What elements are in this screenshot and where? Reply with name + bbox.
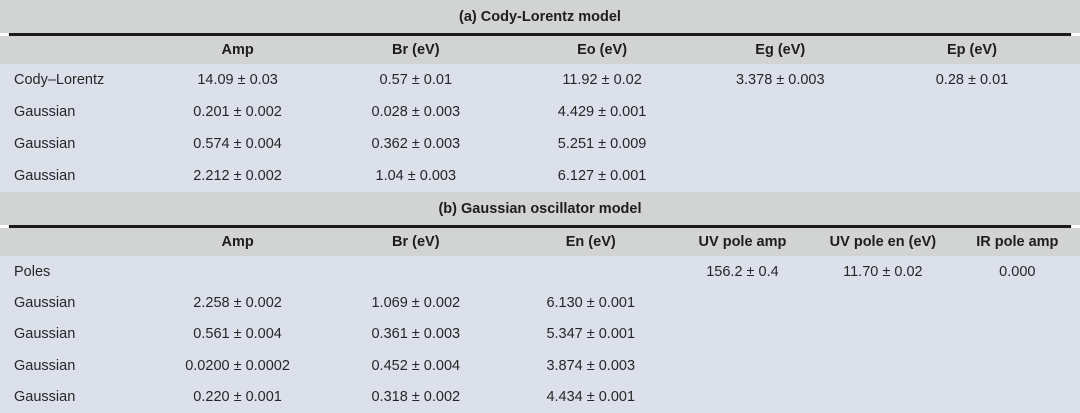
column-header-br: Br (eV) xyxy=(323,36,508,64)
cell xyxy=(696,128,864,160)
section-b-title: (b) Gaussian oscillator model xyxy=(438,200,642,217)
cell xyxy=(954,287,1080,319)
cell: 6.130 ± 0.001 xyxy=(507,287,674,319)
column-header-amp: Amp xyxy=(151,228,324,256)
cell: 1.069 ± 0.002 xyxy=(323,287,508,319)
row-label: Poles xyxy=(0,256,152,288)
cell: 0.0200 ± 0.0002 xyxy=(151,350,324,382)
row-label: Cody–Lorentz xyxy=(0,64,152,96)
cell xyxy=(954,350,1080,382)
row-label: Gaussian xyxy=(0,287,152,319)
row-label: Gaussian xyxy=(0,96,152,128)
cell: 156.2 ± 0.4 xyxy=(673,256,812,288)
column-header-empty xyxy=(0,228,152,256)
cell xyxy=(696,96,864,128)
column-header-eg: Eg (eV) xyxy=(696,36,864,64)
cell: 3.378 ± 0.003 xyxy=(696,64,864,96)
cell: 0.000 xyxy=(954,256,1080,288)
cell: 0.574 ± 0.004 xyxy=(151,128,324,160)
cell: 6.127 ± 0.001 xyxy=(507,160,697,192)
cody-lorentz-table-section: (a) Cody-Lorentz model Amp Br (eV) Eo (e… xyxy=(0,0,1080,192)
column-header-ep: Ep (eV) xyxy=(863,36,1080,64)
cody-lorentz-table: Amp Br (eV) Eo (eV) Eg (eV) Ep (eV) Cody… xyxy=(0,36,1080,192)
column-header-empty xyxy=(0,36,152,64)
cell xyxy=(811,350,955,382)
cell: 14.09 ± 0.03 xyxy=(151,64,324,96)
cell: 2.258 ± 0.002 xyxy=(151,287,324,319)
cell xyxy=(863,128,1080,160)
cell: 0.561 ± 0.004 xyxy=(151,318,324,351)
cell xyxy=(323,256,508,288)
cell: 0.452 ± 0.004 xyxy=(323,350,508,382)
cell: 0.57 ± 0.01 xyxy=(323,64,508,96)
cell: 4.434 ± 0.001 xyxy=(507,381,674,413)
cell: 3.874 ± 0.003 xyxy=(507,350,674,382)
gaussian-oscillator-table: Amp Br (eV) En (eV) UV pole amp UV pole … xyxy=(0,228,1080,413)
cell xyxy=(863,160,1080,192)
column-header-amp: Amp xyxy=(151,36,324,64)
cell: 11.92 ± 0.02 xyxy=(507,64,697,96)
cell: 0.361 ± 0.003 xyxy=(323,318,508,351)
column-header-eo: Eo (eV) xyxy=(507,36,697,64)
gaussian-oscillator-table-section: (b) Gaussian oscillator model Amp Br (eV… xyxy=(0,192,1080,413)
cell: 0.028 ± 0.003 xyxy=(323,96,508,128)
cell xyxy=(673,318,812,351)
section-a-rule xyxy=(9,33,1071,36)
section-a-title: (a) Cody-Lorentz model xyxy=(459,8,621,25)
cell xyxy=(811,318,955,351)
cell xyxy=(811,287,955,319)
column-header-en: En (eV) xyxy=(507,228,674,256)
column-header-br: Br (eV) xyxy=(323,228,508,256)
section-a-title-band: (a) Cody-Lorentz model xyxy=(0,0,1080,33)
cell xyxy=(673,287,812,319)
cell: 5.347 ± 0.001 xyxy=(507,318,674,351)
column-header-ir-pole-amp: IR pole amp xyxy=(954,228,1080,256)
cell xyxy=(954,381,1080,413)
cell: 0.362 ± 0.003 xyxy=(323,128,508,160)
cell: 5.251 ± 0.009 xyxy=(507,128,697,160)
cell xyxy=(151,256,324,288)
cell: 4.429 ± 0.001 xyxy=(507,96,697,128)
cell: 0.318 ± 0.002 xyxy=(323,381,508,413)
cell: 11.70 ± 0.02 xyxy=(811,256,955,288)
cell: 2.212 ± 0.002 xyxy=(151,160,324,192)
section-b-rule xyxy=(9,225,1071,228)
cell: 0.201 ± 0.002 xyxy=(151,96,324,128)
row-label: Gaussian xyxy=(0,381,152,413)
cell xyxy=(507,256,674,288)
cell: 0.28 ± 0.01 xyxy=(863,64,1080,96)
column-header-uv-pole-en: UV pole en (eV) xyxy=(811,228,955,256)
column-header-uv-pole-amp: UV pole amp xyxy=(673,228,812,256)
cell xyxy=(673,381,812,413)
cell xyxy=(673,350,812,382)
cell xyxy=(954,318,1080,351)
cell: 0.220 ± 0.001 xyxy=(151,381,324,413)
cell xyxy=(811,381,955,413)
row-label: Gaussian xyxy=(0,128,152,160)
cell xyxy=(863,96,1080,128)
row-label: Gaussian xyxy=(0,350,152,382)
cell: 1.04 ± 0.003 xyxy=(323,160,508,192)
section-b-title-band: (b) Gaussian oscillator model xyxy=(0,192,1080,225)
cell xyxy=(696,160,864,192)
row-label: Gaussian xyxy=(0,160,152,192)
row-label: Gaussian xyxy=(0,318,152,351)
